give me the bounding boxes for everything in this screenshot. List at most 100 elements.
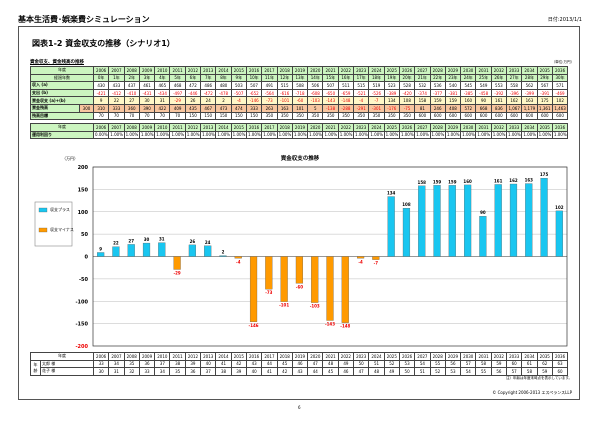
year-cell: 2010 (154, 352, 171, 361)
year-cell: 2019 (291, 352, 309, 361)
data-label: -143 (325, 321, 335, 326)
data-label: -60 (296, 284, 303, 289)
year-cell: 2007 (108, 123, 125, 132)
data-label: -146 (249, 323, 259, 328)
year-cell: 2028 (429, 123, 446, 132)
income-cell: 523 (383, 81, 400, 90)
rate-cell: 1.00% (460, 130, 477, 140)
y-tick-label: 50 (81, 232, 88, 238)
chart-title: 資金収支の推移 (281, 154, 320, 162)
expense-cell: -564 (261, 88, 278, 98)
age-cell: 40 (245, 367, 263, 376)
balance-cell: -60 (291, 96, 309, 105)
year-cell: 2025 (383, 123, 400, 132)
rate-cell: 1.00% (154, 130, 171, 140)
fund-cell: 473 (215, 103, 232, 113)
elapsed-cell: 23年 (444, 73, 462, 83)
elapsed-cell: 13年 (291, 73, 309, 83)
elapsed-cell: 19年 (383, 73, 400, 83)
age-cell: 53 (398, 359, 416, 369)
age-cell: 39 (230, 367, 247, 376)
fund-cell: 360 (123, 103, 140, 113)
income-cell: 507 (245, 81, 263, 90)
year-cell: 2032 (490, 123, 508, 132)
target-cell: 70 (154, 111, 171, 121)
balance-cell: 90 (475, 96, 492, 105)
elapsed-cell: 9年 (230, 73, 247, 83)
balance-cell: 162 (506, 96, 523, 105)
bar (265, 256, 273, 290)
expense-cell: -410 (123, 88, 140, 98)
year-cell: 2008 (123, 352, 140, 361)
income-cell: 553 (490, 81, 508, 90)
income-cell: 468 (169, 81, 186, 90)
target-row: 残高目標 70 70 70 70 70 70 150 150 150 150 150 350 350 350… (30, 111, 569, 121)
year-cell: 2033 (506, 66, 523, 75)
age-cell: 51 (368, 359, 385, 369)
age-cell: 39 (184, 359, 202, 369)
rate-cell: 1.00% (414, 130, 431, 140)
figure-title: 図表1-2 資金収支の推移（シナリオ1） (32, 39, 175, 48)
expense-cell: -659 (337, 88, 355, 98)
age-row: 花子 様 30 31 32 33 34 35 36 37 38 39 40 41 42 43 44 45 46 47… (31, 367, 569, 376)
income-cell: 486 (200, 81, 217, 90)
age-cell: 49 (337, 359, 355, 369)
year-cell: 2011 (169, 123, 186, 132)
rate-cell: 1.00% (536, 130, 553, 140)
income-cell: 562 (521, 81, 538, 90)
year-cell: 2035 (536, 66, 553, 75)
age-cell: 30 (92, 367, 110, 376)
legend-swatch-minus (38, 227, 48, 233)
rate-cell: 1.00% (429, 130, 446, 140)
expense-cell: -431 (138, 88, 156, 98)
target-cell: 350 (353, 111, 370, 121)
elapsed-cell: 30年 (551, 73, 569, 83)
balance-cell: 27 (123, 96, 140, 105)
page-number: 6 (298, 405, 301, 410)
age-cell: 45 (322, 367, 339, 376)
balance-cell: 134 (383, 96, 400, 105)
row-label: 経過年数 (30, 73, 94, 83)
year-cell: 2031 (475, 352, 492, 361)
y-tick-label: -100 (75, 299, 88, 305)
bar (464, 184, 472, 257)
expense-cell: -507 (230, 88, 247, 98)
y-tick-label: 200 (78, 165, 89, 171)
balance-cell: -73 (261, 96, 278, 105)
year-cell: 2011 (169, 352, 186, 361)
income-cell: 519 (368, 81, 385, 90)
fund-cell: 101 (291, 103, 309, 113)
target-cell: 70 (138, 111, 156, 121)
data-label: 31 (159, 237, 165, 242)
target-cell: 350 (368, 111, 385, 121)
income-cell: 571 (551, 81, 569, 90)
data-label: 161 (494, 178, 503, 183)
rate-cell: 1.00% (551, 130, 569, 140)
age-cell: 34 (154, 367, 171, 376)
target-cell: 350 (383, 111, 400, 121)
year-cell: 2008 (123, 66, 140, 75)
rate-row: 運用利回り 0.00% 1.00% 1.00% 1.00% 1.00% 1.00% 1.00%… (30, 130, 569, 140)
row-label: 残高目標 (30, 111, 94, 121)
year-cell: 2034 (521, 66, 538, 75)
year-cell: 2026 (398, 123, 416, 132)
age-cell: 37 (154, 359, 171, 369)
legend-label-plus: 収支プラス (50, 206, 70, 212)
rate-cell: 1.00% (322, 130, 339, 140)
income-cell: 528 (398, 81, 416, 90)
y-tick-label: 100 (78, 210, 89, 216)
page-frame (18, 26, 580, 400)
bar (525, 183, 533, 257)
year-cell: 2022 (337, 352, 355, 361)
year-cell: 2033 (506, 352, 523, 361)
year-cell: 2014 (215, 66, 232, 75)
data-label: 30 (144, 237, 150, 242)
year-cell: 2032 (490, 352, 508, 361)
y-tick-label: -200 (75, 344, 88, 350)
year-cell: 2010 (154, 66, 171, 75)
balance-cell: -103 (307, 96, 324, 105)
bar (356, 256, 365, 259)
year-cell: 2026 (398, 352, 416, 361)
rate-cell: 1.00% (261, 130, 278, 140)
document-title: 基本生活費･娯楽費シミュレーション (18, 15, 150, 24)
